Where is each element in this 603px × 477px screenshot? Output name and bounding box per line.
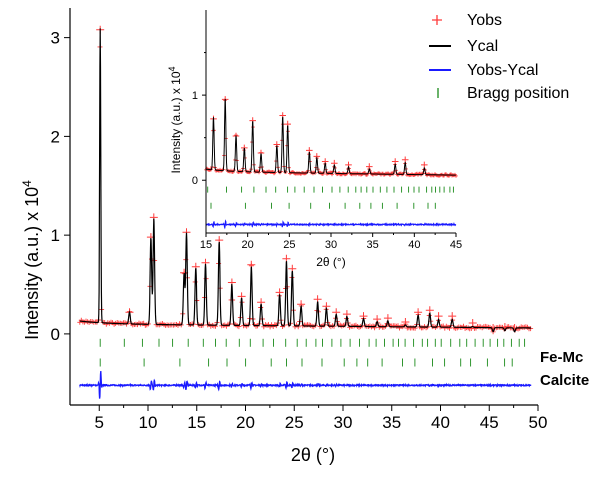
main-phase-label-calcite: Calcite	[540, 372, 589, 389]
x-tick-label: 25	[283, 239, 295, 251]
inset-plot-panel: 15 20 25 30 35 40 45 0 1 2θ (°) Intensity (a.u.)…	[167, 10, 462, 269]
legend-label-bragg: Bragg position	[467, 85, 569, 102]
x-tick-label: 40	[408, 239, 420, 251]
legend-item-ycal: Ycal	[429, 38, 498, 55]
inset-bragg-ticks	[207, 186, 454, 209]
observed-point	[447, 325, 452, 331]
x-tick-label: 20	[236, 413, 255, 432]
legend-item-yobs-ycal: Yobs-Ycal	[429, 62, 538, 79]
observed-peak-point	[421, 161, 428, 169]
main-y-axis-title-text: Intensity (a.u.) x 10	[22, 187, 42, 340]
x-tick-label: 35	[367, 239, 379, 251]
observed-point	[454, 174, 458, 178]
inset-calculated-line	[206, 98, 456, 176]
main-calculated-line	[79, 28, 532, 333]
y-tick-label: 1	[51, 226, 60, 245]
observed-point	[213, 323, 218, 329]
y-tick-label: 0	[192, 175, 198, 187]
main-y-axis-title: Intensity (a.u.) x 104	[20, 180, 42, 340]
main-x-axis-title-text: 2θ (°)	[291, 445, 335, 465]
x-tick-label: 5	[95, 413, 104, 432]
legend-label-yobs-ycal: Yobs-Ycal	[467, 62, 538, 79]
inset-y-axis-title-exponent: 4	[167, 66, 177, 71]
main-y-axis-title-exponent: 4	[20, 180, 34, 187]
main-phase-label-fe-mc: Fe-Mc	[540, 349, 583, 366]
inset-x-axis-title: 2θ (°)	[316, 255, 345, 269]
inset-y-axis-title-text: Intensity (a.u.) x 10	[169, 71, 183, 173]
y-tick-label: 0	[51, 325, 60, 344]
legend-label-ycal: Ycal	[467, 38, 498, 55]
x-tick-label: 40	[431, 413, 450, 432]
x-tick-label: 35	[382, 413, 401, 432]
x-tick-label: 50	[529, 413, 548, 432]
inset-x-axis-title-text: 2θ (°)	[316, 255, 345, 269]
main-x-axis-title: 2θ (°)	[291, 445, 335, 465]
legend-marker-plus	[432, 15, 442, 25]
x-tick-label: 10	[139, 413, 158, 432]
legend-label-yobs: Yobs	[467, 12, 502, 29]
main-bragg-ticks	[99, 338, 526, 367]
x-tick-label: 45	[480, 413, 499, 432]
x-tick-label: 25	[285, 413, 304, 432]
inset-y-axis-title: Intensity (a.u.) x 104	[167, 66, 183, 173]
inset-background	[206, 10, 456, 233]
legend: Yobs Ycal Yobs-Ycal Bragg position	[429, 12, 569, 102]
y-tick-label: 1	[192, 90, 198, 102]
y-tick-label: 2	[51, 127, 60, 146]
inset-difference-line	[205, 219, 457, 230]
observed-point	[295, 324, 301, 330]
main-difference-line	[79, 370, 532, 399]
legend-item-yobs: Yobs	[432, 12, 502, 29]
observed-peak-point	[468, 319, 477, 327]
x-tick-label: 30	[334, 413, 353, 432]
x-tick-label: 15	[200, 239, 212, 251]
x-tick-label: 30	[325, 239, 337, 251]
x-tick-label: 20	[242, 239, 254, 251]
legend-item-bragg: Bragg position	[437, 85, 569, 102]
y-tick-label: 3	[51, 29, 60, 48]
x-tick-label: 45	[450, 239, 462, 251]
inset-axes: 15 20 25 30 35 40 45 0 1	[192, 10, 462, 251]
x-tick-label: 15	[187, 413, 206, 432]
